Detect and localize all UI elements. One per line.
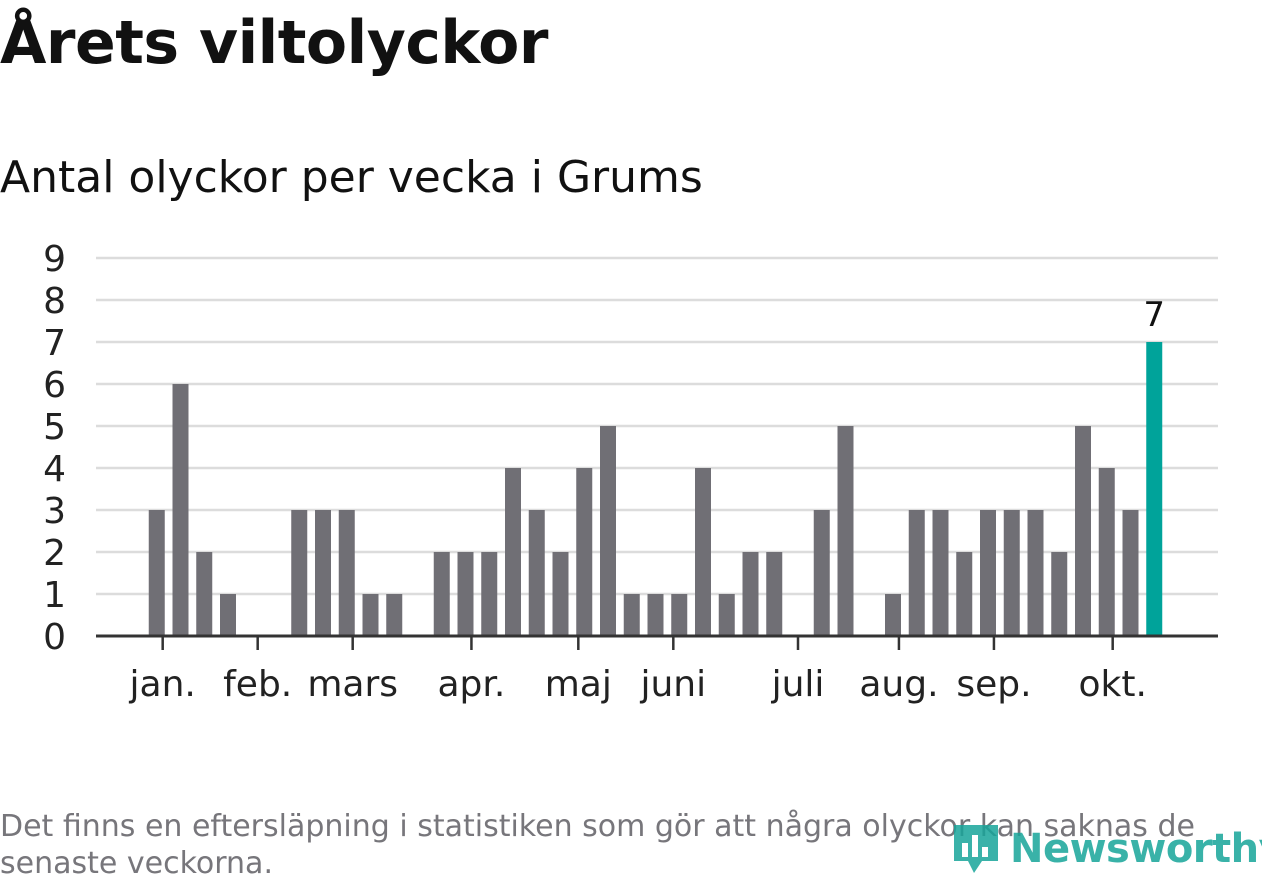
bar [196, 552, 213, 636]
bar [1098, 468, 1115, 636]
bar [671, 594, 688, 636]
bar [885, 594, 901, 636]
bar [1003, 510, 1020, 636]
bar [172, 384, 189, 636]
bar [908, 510, 925, 636]
bar [220, 594, 236, 636]
bar [718, 594, 735, 636]
bar [623, 594, 640, 636]
bar [338, 510, 355, 636]
bar [1122, 510, 1139, 636]
x-tick-label: juli [771, 664, 825, 705]
data-labels: 7 [1143, 295, 1165, 335]
bar [932, 510, 949, 636]
bar [956, 552, 973, 636]
bar [528, 510, 545, 636]
newsworthy-logo-icon [954, 825, 998, 873]
bar [505, 468, 521, 636]
x-tick-label: maj [545, 664, 612, 705]
y-tick-label: 5 [43, 407, 66, 448]
y-tick-label: 4 [43, 449, 66, 490]
bar [362, 594, 379, 636]
bar [148, 510, 165, 636]
bar [1051, 552, 1068, 636]
y-tick-label: 2 [43, 533, 66, 574]
bar [291, 510, 308, 636]
bar [386, 594, 403, 636]
bar-highlighted [1146, 342, 1163, 636]
bar [742, 552, 759, 636]
x-tick-label: apr. [438, 664, 506, 705]
chart-title: Årets viltolyckor [0, 8, 549, 78]
bar [433, 552, 450, 636]
y-tick-label: 8 [43, 281, 66, 322]
x-axis-ticks: jan. feb. mars apr. maj juni juli aug. sep. okt. [129, 636, 1147, 705]
brand-name: Newsworthy [1010, 826, 1262, 872]
y-tick-label: 0 [43, 617, 66, 658]
x-tick-label: okt. [1078, 664, 1146, 705]
y-tick-label: 6 [43, 365, 66, 406]
bars [148, 342, 1163, 636]
y-tick-label: 9 [43, 239, 66, 280]
bar [576, 468, 593, 636]
bar [695, 468, 711, 636]
y-tick-label: 7 [43, 323, 66, 364]
bar [552, 552, 569, 636]
bar [766, 552, 783, 636]
bar [600, 426, 616, 636]
x-tick-label: sep. [956, 664, 1031, 705]
bar [980, 510, 996, 636]
bar [315, 510, 331, 636]
x-tick-label: mars [307, 664, 398, 705]
chart-subtitle: Antal olyckor per vecka i Grums [0, 152, 703, 203]
bar [1027, 510, 1044, 636]
x-tick-label: aug. [859, 664, 938, 705]
x-tick-label: feb. [223, 664, 292, 705]
y-tick-label: 1 [43, 575, 66, 616]
data-label: 7 [1143, 295, 1165, 335]
y-tick-label: 3 [43, 491, 66, 532]
bar [647, 594, 664, 636]
bar [457, 552, 474, 636]
bar [813, 510, 830, 636]
newsworthy-logo: Newsworthy [950, 820, 1262, 878]
bar [837, 426, 854, 636]
bar [1075, 426, 1091, 636]
gridlines [96, 256, 1218, 596]
x-tick-label: juni [639, 664, 706, 705]
bar [481, 552, 498, 636]
x-tick-label: jan. [129, 664, 196, 705]
